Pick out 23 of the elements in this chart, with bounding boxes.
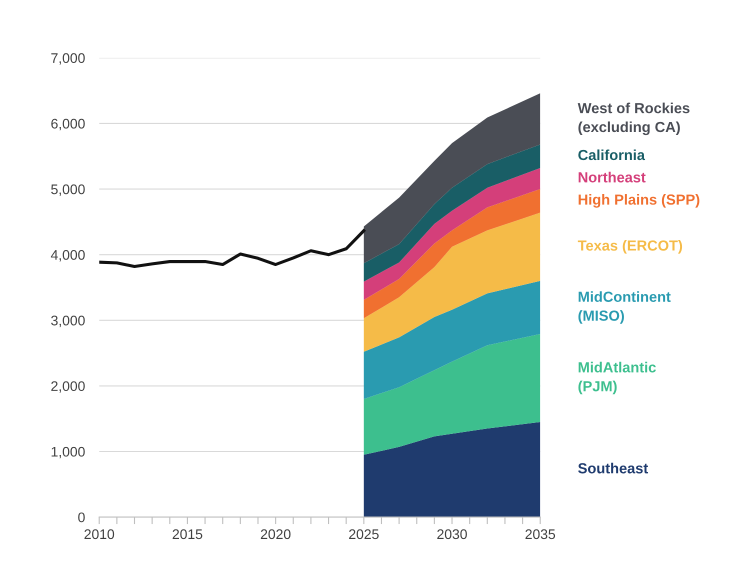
- x-tick-label: 2025: [349, 529, 379, 540]
- text: High Plains (SPP): [578, 194, 700, 208]
- x-tick-label: 2015: [172, 529, 202, 540]
- y-tick-label: 4,000: [50, 250, 85, 262]
- y-tick-label: 3,000: [51, 316, 85, 328]
- y-tick-label: 1,000: [52, 446, 85, 458]
- text: California: [578, 149, 646, 160]
- line-series: [99, 229, 366, 268]
- text: Southeast: [578, 462, 648, 474]
- x-tick-label: 2020: [260, 529, 291, 540]
- x-tick-label: 2010: [84, 529, 114, 540]
- y-tick-label: 0: [78, 512, 85, 522]
- y-tick-label: 2,000: [51, 381, 85, 393]
- x-tick-label: 2035: [525, 529, 556, 540]
- text: West of Rockies (excluding CA): [578, 102, 690, 136]
- y-tick-label: 7,000: [51, 53, 85, 65]
- text: Northeast: [578, 172, 646, 182]
- text: MidContinent (MISO): [578, 291, 671, 324]
- x-tick-label: 2030: [437, 529, 467, 540]
- y-tick-label: 6,000: [51, 118, 85, 130]
- text: Texas (ERCOT): [578, 240, 682, 254]
- y-tick-label: 5,000: [51, 184, 85, 196]
- text: MidAtlantic (PJM): [578, 362, 656, 394]
